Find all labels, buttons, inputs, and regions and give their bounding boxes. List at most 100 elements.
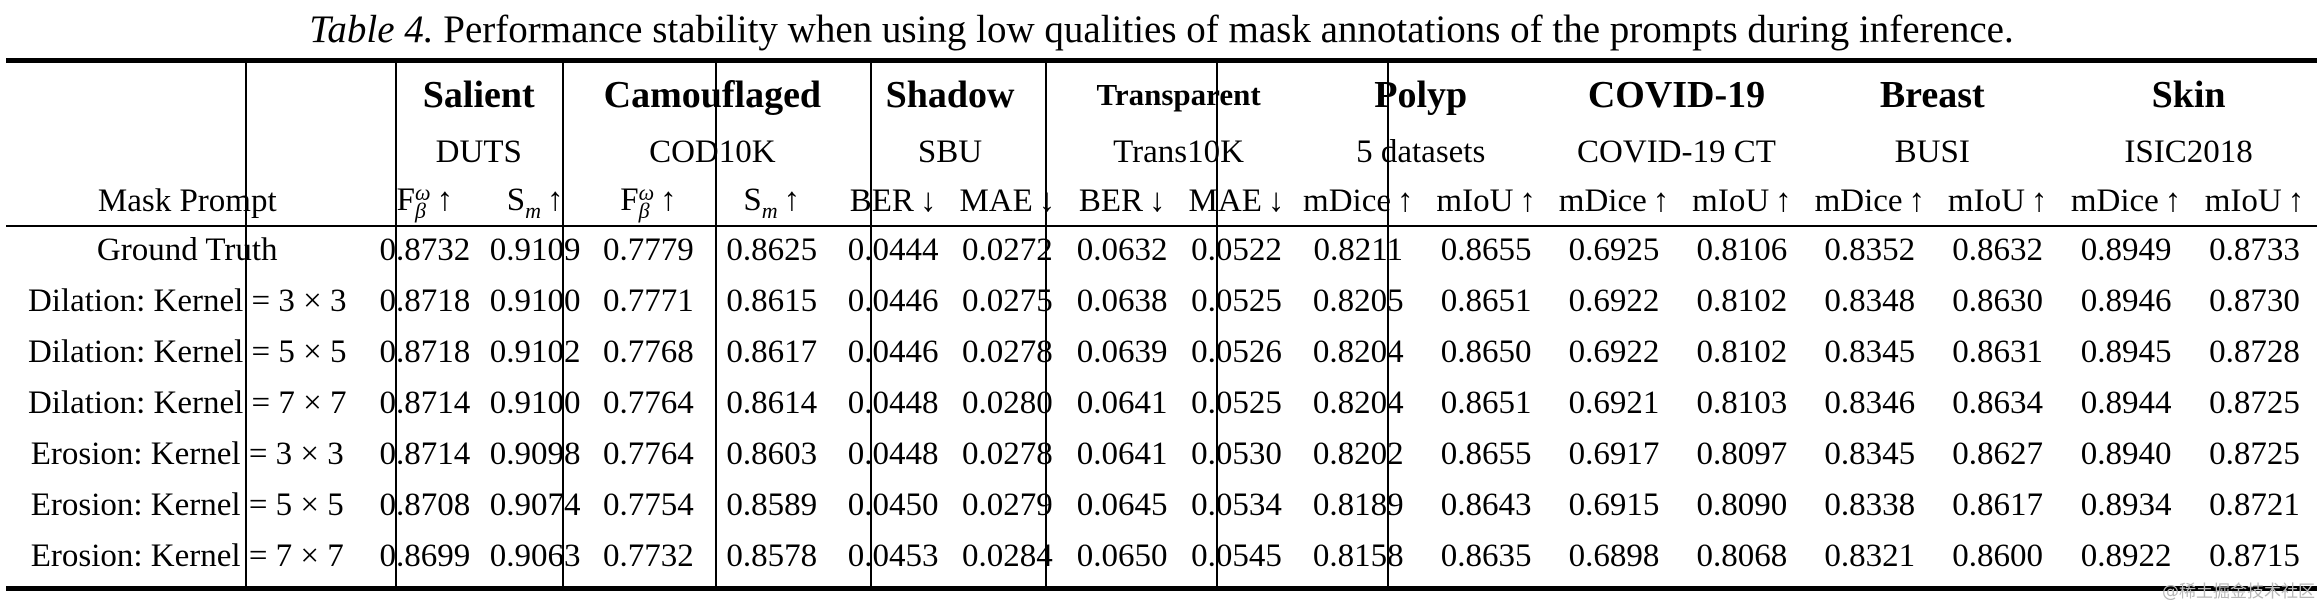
dataset-camouflaged: COD10K [649, 133, 776, 170]
table-cell: 0.6921 [1568, 385, 1660, 421]
table-cell: 0.9109 [489, 232, 581, 268]
dataset-transparent: Trans10K [1113, 133, 1244, 170]
data-body: Ground Truth 0.8732 0.9109 0.7779 0.8625 0.04… [6, 225, 2317, 582]
table-cell: 0.7732 [603, 538, 694, 574]
table-cell: 0.8944 [2080, 385, 2172, 421]
row-label: Erosion: Kernel = 7 × 7 [30, 538, 344, 574]
table-cell: 0.8946 [2080, 283, 2172, 319]
group-name-breast: Breast [1879, 74, 1985, 116]
table-cell: 0.7768 [603, 334, 694, 370]
table-cell: 0.8718 [379, 283, 471, 319]
table-cell: 0.0645 [1076, 487, 1168, 523]
table-cell: 0.0444 [847, 232, 939, 268]
metric-header: MAE ↓ [959, 182, 1056, 219]
table-cell: 0.0641 [1076, 385, 1168, 421]
table-cell: 0.0450 [847, 487, 939, 523]
table-cell: 0.8346 [1824, 385, 1916, 421]
table-cell: 0.8352 [1824, 232, 1916, 268]
column-divider [1387, 63, 1389, 586]
table-cell: 0.8714 [379, 436, 471, 472]
group-name-salient: Salient [422, 74, 535, 116]
dataset-skin: ISIC2018 [2124, 133, 2253, 170]
table-cell: 0.8945 [2080, 334, 2172, 370]
table-caption: Table 4. Performance stability when usin… [0, 4, 2323, 56]
table-cell: 0.8728 [2209, 334, 2300, 370]
table-cell: 0.8699 [379, 538, 471, 574]
table-row: Dilation: Kernel = 5 × 5 0.8718 0.9102 0.77… [6, 327, 2317, 378]
table-cell: 0.6898 [1568, 538, 1660, 574]
row-label: Dilation: Kernel = 7 × 7 [27, 385, 347, 421]
table-cell: 0.0530 [1191, 436, 1282, 472]
table-cell: 0.8102 [1696, 334, 1788, 370]
table-cell: 0.8632 [1952, 232, 2044, 268]
top-rule [6, 58, 2317, 63]
table-cell: 0.8204 [1312, 334, 1404, 370]
table-cell: 0.8189 [1312, 487, 1404, 523]
dataset-salient: DUTS [435, 133, 522, 170]
table-cell: 0.8655 [1440, 436, 1532, 472]
table-row: Erosion: Kernel = 3 × 3 0.8714 0.9098 0.776… [6, 429, 2317, 480]
table-cell: 0.8617 [726, 334, 818, 370]
table-cell: 0.7754 [603, 487, 694, 523]
metric-header: S m ↑ [506, 181, 564, 224]
table-cell: 0.0278 [962, 436, 1053, 472]
table-cell: 0.8106 [1696, 232, 1788, 268]
table-cell: 0.8202 [1312, 436, 1404, 472]
table-cell: 0.0272 [962, 232, 1053, 268]
column-divider [1045, 63, 1047, 586]
group-name-transparent: Transparent [1096, 77, 1261, 112]
dataset-row: DUTS COD10K SBU Trans10K 5 datasets COVI… [6, 127, 2317, 177]
metric-header: mIoU ↑ [2204, 182, 2305, 219]
dataset-polyp: 5 datasets [1356, 133, 1486, 170]
group-name-covid: COVID-19 [1587, 74, 1766, 116]
metric-header: mDice ↑ [1814, 182, 1926, 219]
table-cell: 0.8631 [1952, 334, 2044, 370]
table-cell: 0.8345 [1824, 334, 1916, 370]
table-cell: 0.8348 [1824, 283, 1916, 319]
metric-header: MAE ↓ [1188, 182, 1285, 219]
row-label-header: Mask Prompt [97, 182, 277, 219]
table-cell: 0.7771 [603, 283, 694, 319]
header-rule [6, 225, 2317, 227]
table-cell: 0.0284 [962, 538, 1053, 574]
table-cell: 0.0534 [1191, 487, 1282, 523]
table-cell: 0.8614 [726, 385, 818, 421]
table-cell: 0.8949 [2080, 232, 2172, 268]
group-name-row: Salient Camouflaged Shadow Transparent P… [6, 63, 2317, 127]
table-cell: 0.8615 [726, 283, 818, 319]
metric-header: S m ↑ [743, 181, 801, 224]
column-divider [245, 63, 247, 586]
table-cell: 0.8725 [2209, 436, 2300, 472]
table-cell: 0.8345 [1824, 436, 1916, 472]
table-cell: 0.8617 [1952, 487, 2044, 523]
row-label: Dilation: Kernel = 3 × 3 [27, 283, 347, 319]
row-label: Erosion: Kernel = 5 × 5 [30, 487, 344, 523]
caption-text: Performance stability when using low qua… [443, 8, 2014, 51]
dataset-shadow: SBU [917, 133, 983, 170]
metric-header: mIoU ↑ [1947, 182, 2048, 219]
table-cell: 0.6915 [1568, 487, 1660, 523]
table-cell: 0.9074 [489, 487, 581, 523]
table-cell: 0.8655 [1440, 232, 1532, 268]
metric-header: mIoU ↑ [1692, 182, 1792, 219]
table-cell: 0.0279 [962, 487, 1053, 523]
table-cell: 0.8714 [379, 385, 471, 421]
table-cell: 0.9100 [489, 385, 581, 421]
table-cell: 0.8643 [1440, 487, 1532, 523]
table-cell: 0.8634 [1952, 385, 2044, 421]
table-cell: 0.8068 [1696, 538, 1788, 574]
table-cell: 0.6917 [1568, 436, 1660, 472]
table-cell: 0.8630 [1952, 283, 2044, 319]
table-row: Dilation: Kernel = 7 × 7 0.8714 0.9100 0.77… [6, 378, 2317, 429]
table-cell: 0.8338 [1824, 487, 1916, 523]
table-cell: 0.0453 [847, 538, 939, 574]
table-cell: 0.8651 [1440, 385, 1532, 421]
table-cell: 0.8205 [1312, 283, 1404, 319]
table-cell: 0.8090 [1696, 487, 1788, 523]
column-divider [870, 63, 872, 586]
table-cell: 0.0522 [1191, 232, 1282, 268]
watermark: @稀土掘金技术社区 [2162, 582, 2315, 602]
